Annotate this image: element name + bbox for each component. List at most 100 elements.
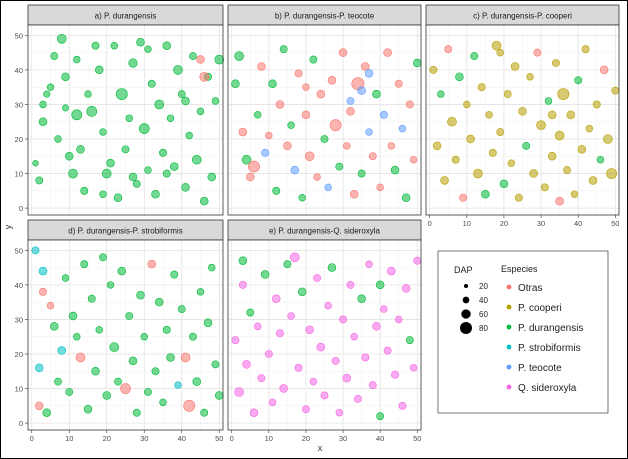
data-point bbox=[109, 342, 120, 352]
data-point bbox=[405, 336, 414, 345]
data-point bbox=[329, 119, 342, 132]
data-point bbox=[128, 356, 138, 366]
data-point bbox=[121, 145, 130, 154]
data-point bbox=[231, 336, 240, 345]
data-point bbox=[304, 151, 315, 162]
data-point bbox=[437, 90, 445, 98]
data-point bbox=[144, 45, 152, 53]
data-point bbox=[526, 73, 534, 81]
y-tick-label: 10 bbox=[15, 385, 23, 394]
data-point bbox=[260, 270, 270, 279]
data-point bbox=[39, 287, 47, 296]
data-point bbox=[132, 408, 141, 417]
data-point bbox=[253, 111, 262, 119]
data-point bbox=[136, 291, 145, 300]
data-point bbox=[38, 117, 48, 126]
data-point bbox=[144, 166, 152, 174]
data-point bbox=[390, 165, 400, 175]
data-point bbox=[581, 45, 590, 54]
data-point bbox=[313, 274, 321, 282]
data-point bbox=[316, 342, 326, 352]
data-point bbox=[603, 134, 613, 144]
data-point bbox=[279, 384, 288, 393]
data-point bbox=[99, 253, 107, 262]
facet-title: d) P. durangensis-P. strobiformis bbox=[68, 227, 182, 236]
data-point bbox=[200, 196, 209, 206]
panel-border bbox=[27, 239, 224, 431]
data-point bbox=[62, 104, 69, 112]
legend-species-label: P. teocote bbox=[518, 363, 562, 374]
data-point bbox=[61, 274, 70, 282]
data-point bbox=[257, 62, 266, 71]
facet-panel: c) P. durangensis-P. cooperi 0 10 20 30 40 50 bbox=[425, 4, 619, 228]
data-point bbox=[481, 190, 490, 199]
legend-species-key bbox=[506, 324, 512, 330]
legend-species-key bbox=[506, 304, 512, 310]
data-point bbox=[57, 346, 66, 355]
data-point bbox=[183, 399, 196, 412]
data-point bbox=[83, 405, 93, 414]
data-point bbox=[34, 401, 44, 411]
data-point bbox=[95, 326, 103, 334]
y-tick-label: 40 bbox=[15, 66, 23, 75]
data-point bbox=[110, 42, 118, 50]
data-point bbox=[162, 325, 171, 334]
data-point bbox=[117, 266, 127, 276]
data-point bbox=[394, 79, 403, 88]
data-point bbox=[510, 62, 520, 71]
data-point bbox=[268, 398, 277, 407]
data-point bbox=[451, 155, 460, 164]
data-point bbox=[547, 152, 557, 161]
data-point bbox=[488, 148, 497, 157]
data-point bbox=[234, 387, 244, 397]
x-tick-label: 0 bbox=[428, 219, 432, 228]
data-point bbox=[547, 110, 557, 120]
data-point bbox=[39, 100, 47, 109]
data-point bbox=[440, 176, 449, 185]
x-tick-label: 50 bbox=[413, 434, 421, 443]
data-point bbox=[283, 260, 292, 269]
data-point bbox=[211, 97, 220, 105]
legend-species-label: Q. sideroxyla bbox=[518, 383, 577, 394]
y-tick-label: 20 bbox=[15, 135, 23, 144]
data-point bbox=[368, 381, 377, 390]
data-point bbox=[350, 333, 358, 341]
facet-panel: a) P. durangensis 0 10 20 30 40 50 bbox=[15, 4, 225, 216]
y-tick-label: 0 bbox=[19, 419, 23, 428]
data-point bbox=[335, 162, 344, 171]
data-point bbox=[290, 165, 300, 175]
legend-size-label: 40 bbox=[479, 296, 488, 305]
data-point bbox=[114, 377, 122, 386]
data-point bbox=[99, 190, 107, 198]
data-point bbox=[361, 62, 370, 71]
data-point bbox=[136, 38, 145, 47]
data-point bbox=[313, 173, 321, 181]
legend-species-label: P. durangensis bbox=[518, 323, 583, 334]
data-point bbox=[68, 168, 78, 179]
data-point bbox=[238, 256, 248, 265]
data-point bbox=[566, 110, 575, 120]
data-point bbox=[302, 83, 310, 91]
data-point bbox=[432, 141, 442, 151]
data-point bbox=[429, 65, 438, 74]
legend: DAP Especies 20 40 60 80 Otras P. cooperi P. … bbox=[437, 250, 609, 414]
legend-size-label: 60 bbox=[479, 310, 488, 319]
data-point bbox=[294, 363, 303, 372]
data-point bbox=[327, 263, 337, 272]
data-point bbox=[35, 176, 44, 185]
data-point bbox=[353, 394, 362, 403]
y-tick-label: 30 bbox=[15, 315, 23, 324]
data-point bbox=[331, 356, 340, 365]
data-point bbox=[196, 288, 205, 296]
data-point bbox=[596, 156, 605, 164]
data-point bbox=[405, 100, 414, 109]
legend-size-label: 20 bbox=[479, 282, 488, 291]
x-tick-label: 10 bbox=[265, 434, 273, 443]
data-point bbox=[563, 166, 571, 175]
data-point bbox=[409, 156, 418, 164]
data-point bbox=[56, 34, 67, 44]
data-point bbox=[470, 52, 479, 61]
data-point bbox=[551, 59, 560, 67]
data-point bbox=[115, 88, 128, 100]
data-point bbox=[95, 65, 104, 75]
